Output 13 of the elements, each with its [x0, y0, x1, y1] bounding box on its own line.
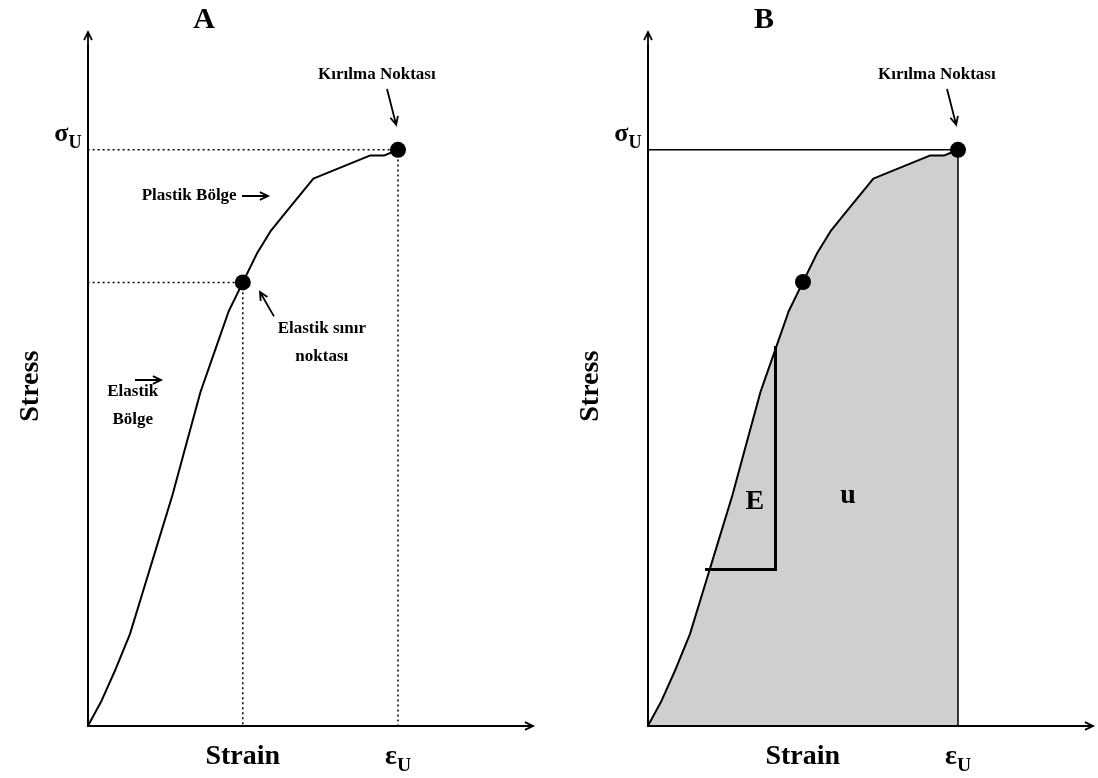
x-axis-title: Strain: [205, 739, 281, 771]
annotation: u: [840, 477, 856, 509]
chart-title: B: [753, 0, 775, 34]
annotation: E: [745, 483, 765, 515]
annotation: Elastik sınır noktası: [277, 317, 367, 365]
y-axis-title: Stress: [573, 350, 605, 422]
annotation: Elastik Bölge: [107, 381, 159, 429]
text: Kırılma Noktası: [318, 64, 436, 84]
y-axis-title: Stress: [13, 350, 45, 422]
text: Kırılma Noktası: [878, 64, 996, 84]
annotation: Plastik Bölge: [141, 185, 238, 205]
x-axis-title: Strain: [765, 739, 841, 771]
chart-title: A: [193, 0, 216, 34]
